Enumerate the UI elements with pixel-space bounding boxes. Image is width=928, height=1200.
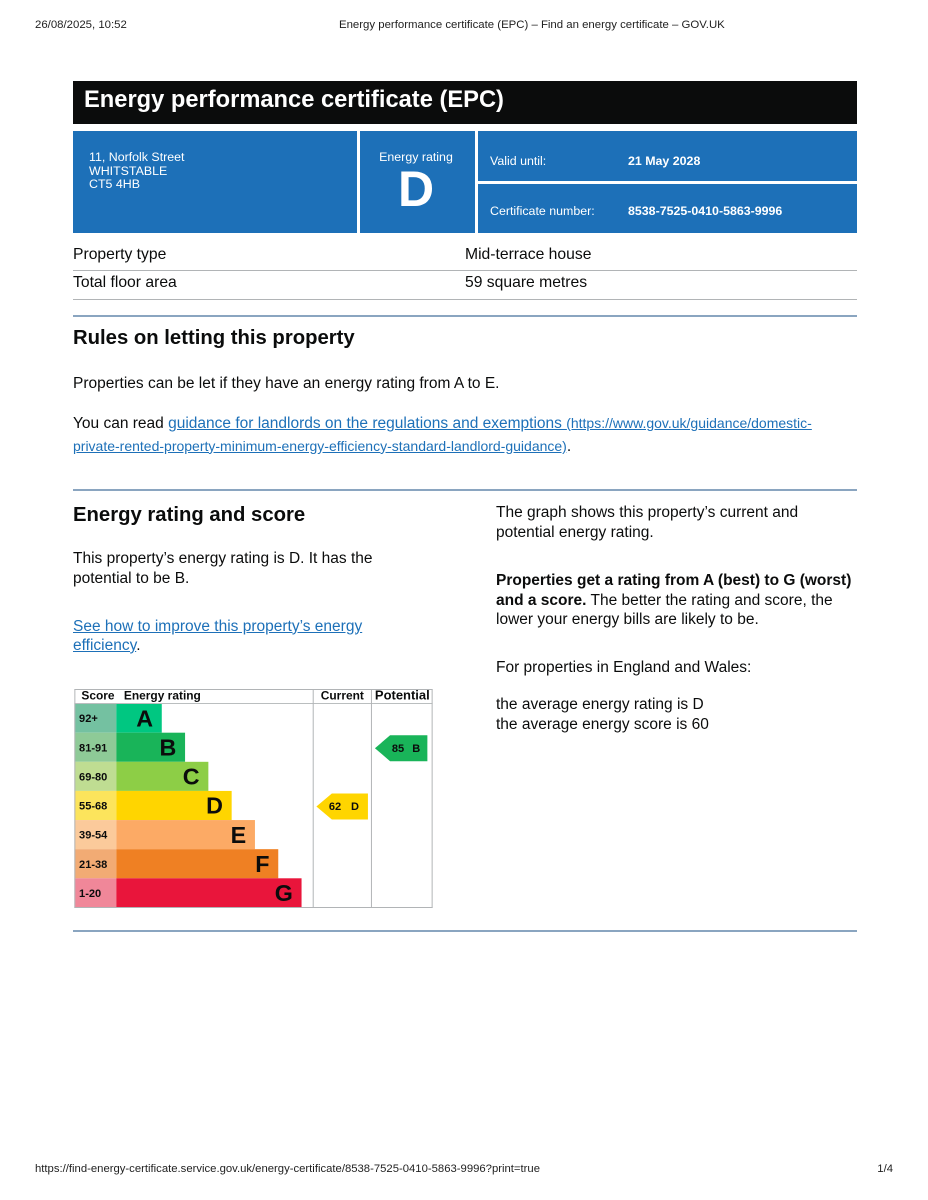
svg-text:85: 85 (392, 743, 404, 755)
svg-text:1-20: 1-20 (79, 888, 101, 900)
svg-text:Energy rating: Energy rating (124, 689, 201, 702)
svg-text:A: A (136, 705, 153, 731)
svg-text:55-68: 55-68 (79, 801, 107, 813)
svg-text:39-54: 39-54 (79, 830, 108, 842)
svg-text:69-80: 69-80 (79, 771, 107, 783)
svg-text:G: G (275, 880, 293, 906)
svg-text:D: D (206, 793, 223, 819)
svg-text:F: F (255, 851, 269, 877)
svg-text:Current: Current (321, 689, 364, 702)
svg-text:Potential: Potential (375, 689, 430, 702)
svg-text:81-91: 81-91 (79, 742, 107, 754)
svg-text:Score: Score (81, 689, 115, 702)
svg-text:C: C (183, 764, 200, 790)
svg-text:62: 62 (329, 801, 341, 813)
svg-text:B: B (412, 743, 420, 755)
svg-text:92+: 92+ (79, 713, 98, 725)
svg-text:D: D (351, 801, 359, 813)
svg-text:21-38: 21-38 (79, 859, 107, 871)
svg-text:B: B (159, 734, 176, 760)
svg-text:E: E (231, 822, 247, 848)
